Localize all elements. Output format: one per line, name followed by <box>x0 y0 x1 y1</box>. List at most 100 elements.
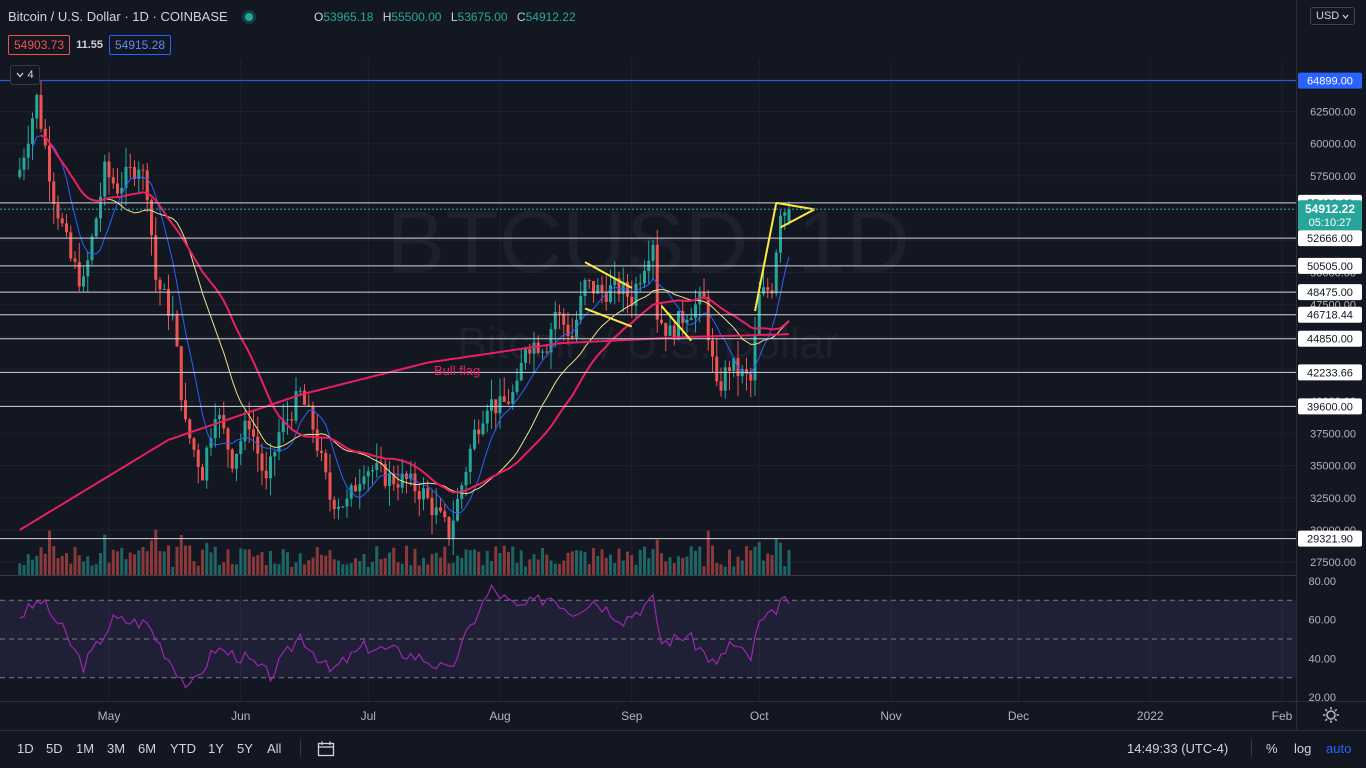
candle-body <box>247 420 251 430</box>
level-label-bg <box>1298 230 1362 247</box>
pennant-upper-line[interactable] <box>776 201 815 211</box>
percent-toggle[interactable]: % <box>1266 741 1278 756</box>
timeframe-3m[interactable]: 3M <box>107 741 126 756</box>
volume-bar <box>362 553 366 575</box>
candle-body <box>60 218 64 224</box>
candle-body <box>566 324 570 337</box>
volume-bar <box>324 555 328 575</box>
buy-button[interactable]: 54915.28 <box>108 35 172 55</box>
timeframe-all[interactable]: All <box>267 741 282 756</box>
volume-bar <box>281 549 285 575</box>
date-range-icon[interactable] <box>317 741 335 757</box>
volume-bar <box>745 546 748 575</box>
sell-button[interactable]: 54903.73 <box>8 35 71 55</box>
volume-bar <box>740 560 744 575</box>
timeframe-1m[interactable]: 1M <box>76 741 95 756</box>
interval[interactable]: 1D <box>132 9 149 24</box>
volume-bar <box>35 555 39 575</box>
currency-selector[interactable]: USD <box>1310 7 1356 25</box>
candle-body <box>281 419 285 433</box>
timeframe-1d[interactable]: 1D <box>17 741 34 756</box>
time-axis[interactable]: May Jun Jul Aug Sep Oct Nov Dec 2022 Feb <box>98 709 1293 723</box>
horizontal-levels[interactable] <box>0 80 1296 540</box>
chevron-down-icon <box>1342 14 1349 19</box>
symbol-name[interactable]: Bitcoin / U.S. Dollar <box>8 9 121 24</box>
volume-bar <box>43 553 47 575</box>
volume-bar <box>222 562 226 575</box>
time-tick-label: Jul <box>361 709 376 723</box>
candle-body <box>239 441 243 455</box>
clock[interactable]: 14:49:33 (UTC-4) <box>1127 741 1229 756</box>
candle-body <box>111 177 115 184</box>
flag-lower-line-2[interactable] <box>660 305 693 342</box>
price-tick-label: 27500.00 <box>1310 557 1356 569</box>
timeframe-ytd[interactable]: YTD <box>170 741 196 756</box>
price-axis[interactable]: 65000.0062500.0060000.0057500.0055000.00… <box>0 0 1366 730</box>
volume-bar <box>749 550 753 575</box>
volume-bar <box>307 560 311 575</box>
volume-bar <box>694 550 697 575</box>
candle-body <box>260 453 264 471</box>
timeframe-1y[interactable]: 1Y <box>208 741 224 756</box>
flag-lower-line[interactable] <box>584 307 633 328</box>
bid-ask[interactable]: 54903.73 11.55 54915.28 <box>8 35 172 55</box>
candle-body <box>596 284 600 294</box>
volume-bar <box>175 546 179 575</box>
drawings[interactable] <box>584 201 815 342</box>
candle-body <box>524 349 527 363</box>
volume-bar <box>711 545 714 575</box>
volume-bar <box>460 557 464 575</box>
timeframe-5d[interactable]: 5D <box>46 741 63 756</box>
volume-bar <box>252 556 255 575</box>
log-toggle[interactable]: log <box>1294 741 1312 756</box>
candle-body <box>39 94 43 129</box>
volume-bar <box>77 555 81 575</box>
candle-body <box>18 169 22 177</box>
volume-bar <box>519 550 523 575</box>
volume-bar <box>111 549 115 575</box>
volume-bar <box>196 565 200 575</box>
volume-bar <box>634 564 638 575</box>
candle-body <box>311 405 315 430</box>
grid <box>0 60 1296 701</box>
candle-body <box>277 432 281 452</box>
volume-bar <box>668 557 672 575</box>
candle-body <box>362 476 366 484</box>
level-label: 29321.90 <box>1307 534 1353 546</box>
flag-pole-line[interactable] <box>754 202 778 312</box>
level-label-bg <box>1298 398 1362 415</box>
volume-bar <box>239 548 243 575</box>
volume-bar <box>477 551 481 575</box>
volume-bar <box>532 554 536 575</box>
timeframe-5y[interactable]: 5Y <box>237 741 253 756</box>
candle-body <box>753 334 757 381</box>
candle-body <box>22 157 26 170</box>
timeframe-6m[interactable]: 6M <box>138 741 157 756</box>
volume-bar <box>167 545 170 575</box>
indicators-toggle[interactable]: 4 <box>10 65 40 85</box>
candle-body <box>158 279 162 290</box>
candle-body <box>235 454 238 469</box>
pennant-lower-line[interactable] <box>780 208 815 229</box>
time-tick-label: Oct <box>750 709 769 723</box>
volume-bar <box>52 546 56 575</box>
level-label: 52666.00 <box>1307 233 1353 245</box>
flag-upper-line[interactable] <box>584 261 633 289</box>
volume-bar <box>247 549 251 575</box>
candle-body <box>464 471 468 486</box>
candle-body <box>269 456 272 479</box>
candle-body <box>545 351 549 353</box>
candle-body <box>766 287 770 291</box>
volume-bar <box>638 549 642 575</box>
auto-toggle[interactable]: auto <box>1326 741 1352 756</box>
candle-body <box>73 258 77 262</box>
volume-bar <box>536 559 540 575</box>
settings-gear-icon[interactable] <box>1323 707 1339 723</box>
volume-bar <box>753 546 757 575</box>
volume-bar <box>366 566 370 575</box>
symbol-header[interactable]: Bitcoin / U.S. Dollar · 1D · COINBASE <box>8 9 263 24</box>
volume-bar <box>413 548 417 575</box>
volume-bar <box>371 561 374 575</box>
volume-bar <box>566 552 570 575</box>
